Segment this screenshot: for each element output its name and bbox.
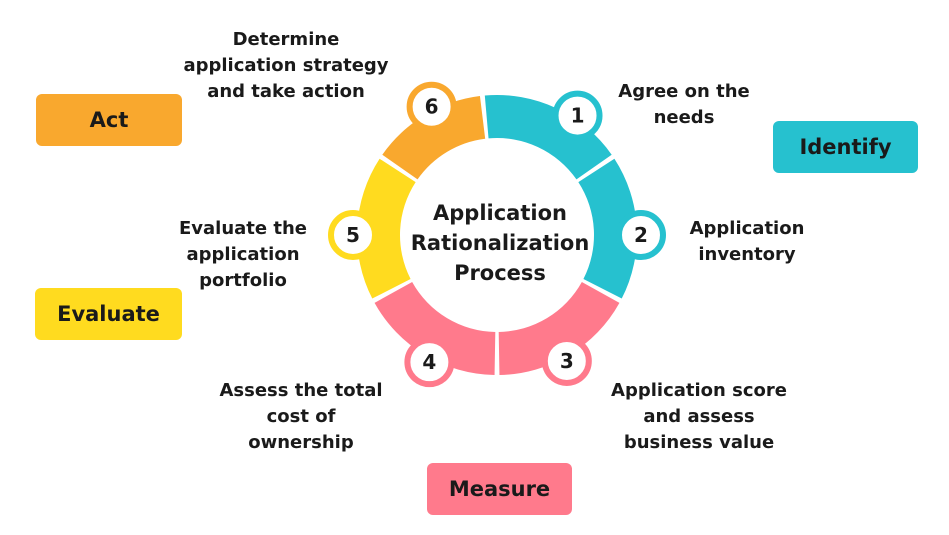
step-4-line-2: cost of	[266, 406, 336, 427]
center-title: Application Rationalization Process	[400, 198, 600, 288]
center-title-line-2: Rationalization	[410, 231, 590, 255]
step-1-description: Agree on the needs	[604, 79, 764, 131]
step-3-line-1: Application score	[611, 380, 787, 401]
step-4-line-1: Assess the total	[219, 380, 383, 401]
step-2-line-1: Application	[689, 218, 805, 239]
step-badge-3	[541, 335, 592, 386]
step-number-4: 4	[422, 350, 436, 374]
cycle-segment-2	[578, 158, 638, 299]
step-5-line-2: application	[186, 244, 300, 265]
step-5-line-3: portfolio	[199, 270, 287, 291]
step-6-line-1: Determine	[232, 29, 340, 50]
cycle-segment-6	[382, 96, 486, 180]
step-number-1: 1	[571, 104, 585, 128]
step-badge-5	[328, 210, 378, 260]
step-1-line-1: Agree on the	[618, 81, 750, 102]
step-badge-1	[552, 90, 603, 141]
step-number-2: 2	[634, 223, 648, 247]
step-5-line-1: Evaluate the	[178, 218, 307, 239]
step-badge-6	[406, 81, 457, 132]
step-badges: 1 2 3 4 5 6	[328, 81, 666, 388]
step-badge-2	[616, 210, 666, 260]
step-2-description: Application inventory	[672, 216, 822, 268]
step-5-description: Evaluate the application portfolio	[168, 216, 318, 294]
cycle-segments	[357, 95, 638, 375]
step-number-6: 6	[425, 95, 439, 119]
step-3-line-2: and assess	[643, 406, 755, 427]
cycle-segment-3	[498, 282, 620, 375]
step-3-line-3: business value	[623, 432, 775, 453]
step-4-line-3: ownership	[248, 432, 354, 453]
step-6-line-2: application strategy	[183, 55, 389, 76]
step-number-5: 5	[346, 223, 360, 247]
step-3-description: Application score and assess business va…	[593, 378, 805, 456]
center-title-line-3: Process	[454, 261, 546, 285]
step-4-description: Assess the total cost of ownership	[211, 378, 391, 456]
center-title-line-1: Application	[433, 201, 567, 225]
step-2-line-2: inventory	[698, 244, 796, 265]
phase-identify: Identify	[773, 121, 918, 173]
cycle-segment-1	[484, 95, 612, 180]
phase-measure: Measure	[427, 463, 572, 515]
cycle-segment-5	[357, 158, 416, 299]
phase-evaluate: Evaluate	[35, 288, 182, 340]
step-badge-4	[404, 337, 455, 388]
step-6-description: Determine application strategy and take …	[176, 27, 396, 105]
step-6-line-3: and take action	[207, 81, 365, 102]
step-1-line-2: needs	[653, 107, 715, 128]
phase-act: Act	[36, 94, 182, 146]
step-number-3: 3	[560, 349, 574, 373]
cycle-segment-4	[374, 282, 496, 375]
